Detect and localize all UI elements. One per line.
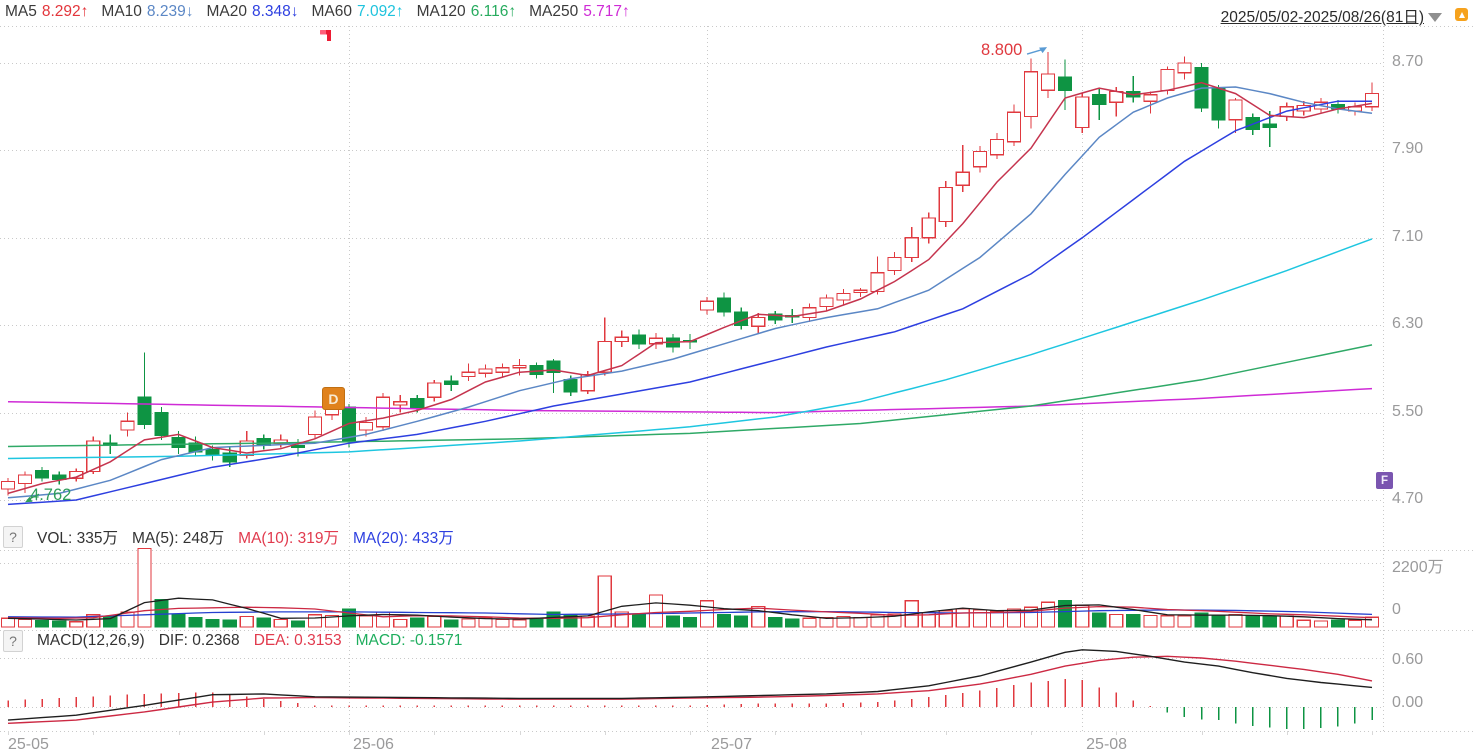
macd-dif-value: DIF: 0.2368: [158, 632, 240, 649]
volume-legend-bar: ? VOL: 335万 MA(5): 248万 MA(10): 319万 MA(…: [3, 526, 454, 548]
ma60-legend: MA60 7.092↑: [312, 3, 404, 21]
high-price-annotation: 8.800: [981, 41, 1023, 60]
volume-ma5-value: MA(5): 248万: [132, 530, 225, 547]
volume-help-icon[interactable]: ?: [3, 526, 23, 548]
month-axis-label: 25-06: [353, 736, 394, 753]
d-event-marker[interactable]: D: [321, 387, 345, 410]
ma20-label: MA20: [206, 3, 247, 20]
low-price-annotation: 4.762: [30, 486, 72, 505]
macd-dea-value: DEA: 0.3153: [253, 632, 342, 649]
ma20-legend: MA20 8.348↓: [206, 3, 298, 21]
volume-axis-max-label: 2200万: [1392, 559, 1444, 576]
month-axis-label: 25-05: [8, 736, 49, 753]
ma20-value: 8.348↓: [251, 3, 299, 20]
volume-ma10-value: MA(10): 319万: [238, 530, 339, 547]
volume-axis-zero-label: 0: [1392, 601, 1401, 618]
chevron-down-icon[interactable]: [1428, 12, 1442, 22]
orange-badge-icon[interactable]: [1455, 8, 1468, 21]
macd-axis-upper-label: 0.60: [1392, 651, 1424, 668]
ma60-label: MA60: [311, 3, 353, 20]
macd-legend-bar: ? MACD(12,26,9) DIF: 0.2368 DEA: 0.3153 …: [3, 630, 462, 652]
flag-icon: [320, 30, 327, 35]
volume-ma20-value: MA(20): 433万: [352, 530, 454, 547]
ma10-legend: MA10 8.239↓: [101, 3, 193, 21]
macd-params: MACD(12,26,9): [37, 632, 145, 649]
ma10-value: 8.239↓: [146, 3, 194, 20]
price-axis-label: 6.30: [1392, 315, 1424, 333]
month-axis-label: 25-08: [1086, 736, 1128, 753]
macd-axis-zero-label: 0.00: [1392, 694, 1424, 711]
macd-help-icon[interactable]: ?: [3, 630, 23, 652]
price-axis-label: 7.10: [1392, 227, 1424, 245]
price-axis-label: 7.90: [1392, 140, 1424, 158]
macd-hist-value: MACD: -0.1571: [355, 632, 463, 649]
date-range-selector[interactable]: 2025/05/02-2025/08/26(81日): [1221, 5, 1442, 27]
ma250-label: MA250: [529, 3, 579, 20]
price-axis-label: 4.70: [1392, 490, 1424, 507]
volume-value: VOL: 335万: [37, 530, 118, 547]
ma250-value: 5.717↑: [583, 3, 630, 20]
ma60-value: 7.092↑: [357, 3, 404, 20]
ma5-label: MA5: [5, 3, 37, 20]
ma-legend-bar: MA5 8.292↑ MA10 8.239↓ MA20 8.348↓ MA60 7.09…: [5, 3, 630, 21]
ma120-legend: MA120 6.116↑: [417, 3, 517, 21]
ma120-label: MA120: [416, 3, 466, 20]
ma5-legend: MA5 8.292↑: [5, 3, 88, 21]
ma10-label: MA10: [101, 3, 142, 20]
ma120-value: 6.116↑: [470, 3, 517, 20]
ma250-legend: MA250 5.717↑: [529, 3, 630, 21]
date-range-text[interactable]: 2025/05/02-2025/08/26(81日): [1220, 9, 1424, 26]
f-event-marker[interactable]: F: [1376, 472, 1393, 489]
ma5-value: 8.292↑: [41, 3, 89, 20]
price-axis-label: 8.70: [1392, 53, 1424, 70]
price-axis-label: 5.50: [1392, 402, 1424, 420]
month-axis-label: 25-07: [711, 736, 752, 753]
